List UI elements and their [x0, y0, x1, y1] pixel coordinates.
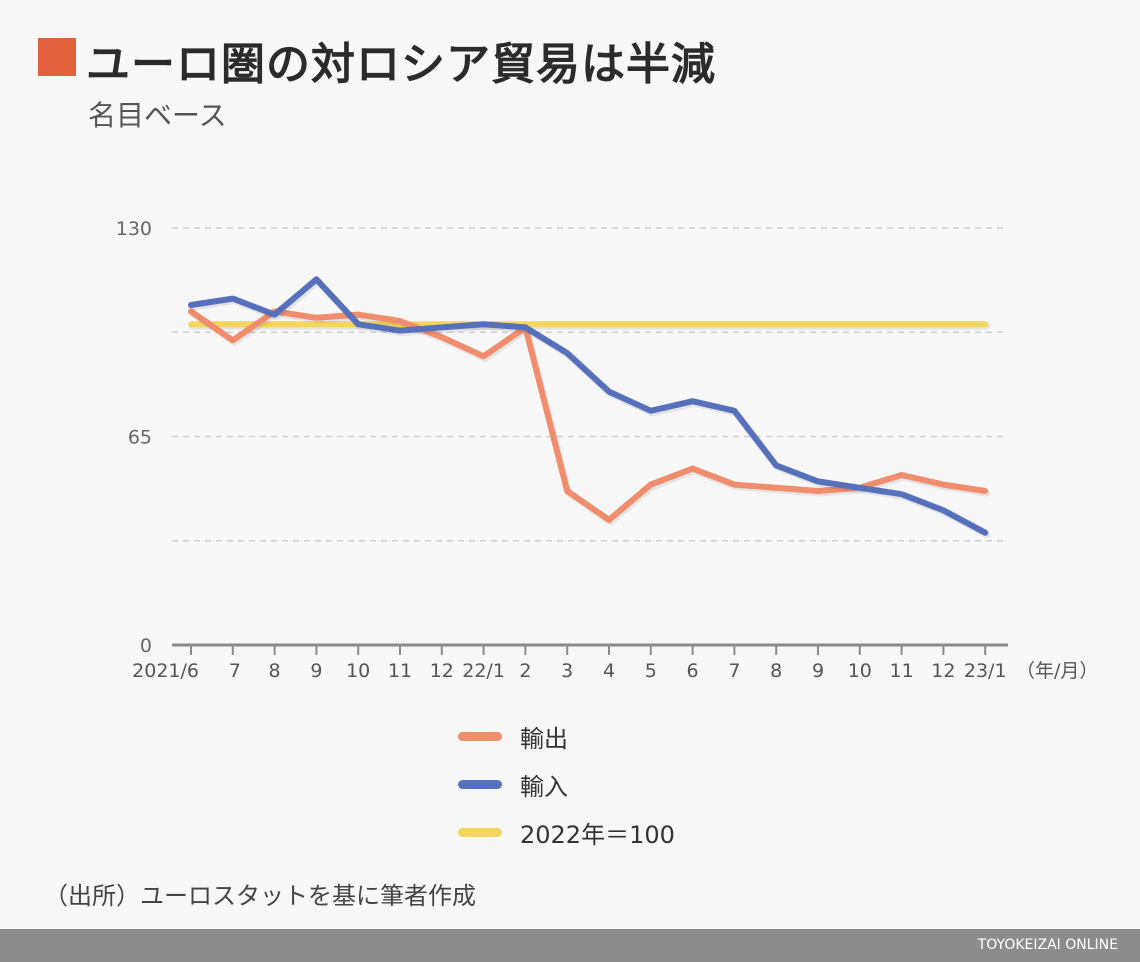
legend-swatch-baseline	[458, 827, 502, 837]
x-tick-label: 12	[430, 660, 454, 682]
x-tick-label: 7	[728, 660, 740, 682]
line-chart: 0 65 130 2021/6 7 8 9 10 11 12 22/1 2 3 4 5 6 7 8 9 10 11 12 2…	[116, 218, 1099, 682]
legend-swatch-import	[458, 779, 502, 789]
footer-bar: TOYOKEIZAI ONLINE	[0, 929, 1140, 962]
chart-title: ユーロ圏の対ロシア貿易は半減	[86, 39, 716, 90]
legend-label-baseline: 2022年＝100	[520, 820, 675, 849]
x-tick-label: 22/1	[462, 660, 505, 682]
x-tick-label: 2021/6	[132, 660, 199, 682]
x-tick-label: 9	[812, 660, 824, 682]
source-note: （出所）ユーロスタットを基に筆者作成	[44, 882, 476, 910]
x-tick-label: 10	[848, 660, 872, 682]
legend-item-export: 輸出	[458, 712, 675, 760]
legend-item-baseline: 2022年＝100	[458, 808, 675, 856]
y-tick-label: 0	[140, 635, 152, 657]
y-tick-label: 130	[116, 218, 152, 240]
x-tick-label: 2	[519, 660, 531, 682]
x-tick-label: 9	[310, 660, 322, 682]
x-tick-label: 3	[561, 660, 573, 682]
brand-label: TOYOKEIZAI ONLINE	[977, 937, 1118, 953]
x-tick-label: 10	[346, 660, 370, 682]
legend-label-export: 輸出	[520, 724, 568, 753]
x-tick-label: 23/1	[964, 660, 1007, 682]
legend-item-import: 輸入	[458, 760, 675, 808]
x-tick-label: 11	[890, 660, 914, 682]
x-tick-label: 7	[229, 660, 241, 682]
series-line-import	[188, 276, 989, 536]
x-tick-label: 11	[388, 660, 412, 682]
y-tick-label: 65	[128, 427, 152, 449]
chart-subtitle: 名目ベース	[88, 99, 227, 132]
x-tick-label: 8	[269, 660, 281, 682]
legend-swatch-export	[458, 731, 502, 741]
x-tick-label: 8	[770, 660, 782, 682]
x-axis-unit-label: （年/月）	[1016, 660, 1098, 682]
x-tick-label: 6	[687, 660, 699, 682]
x-tick-label: 4	[603, 660, 615, 682]
title-marker	[38, 38, 76, 76]
legend-label-import: 輸入	[520, 772, 568, 801]
x-tick-label: 5	[645, 660, 657, 682]
legend: 輸出 輸入 2022年＝100	[458, 712, 675, 856]
x-tick-label: 12	[931, 660, 955, 682]
